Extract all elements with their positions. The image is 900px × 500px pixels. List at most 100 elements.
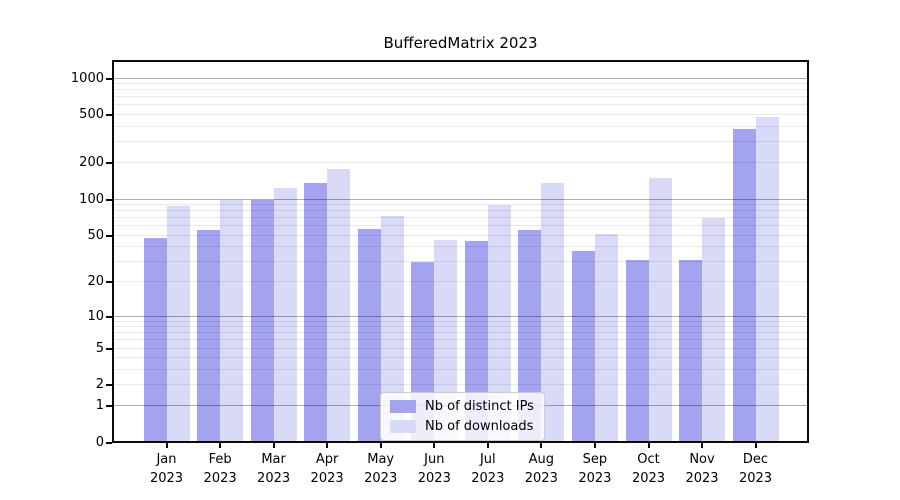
bar-sep-downloads: [594, 233, 618, 443]
x-tick-mark-apr: [326, 443, 329, 448]
y-tick-label-100: 100: [79, 191, 104, 207]
gridline-70: [112, 217, 809, 219]
legend-label-downloads: Nb of downloads: [425, 419, 534, 434]
x-tick-label-oct: Oct 2023: [631, 452, 666, 486]
x-tick-mark-jan: [165, 443, 168, 448]
gridline-700: [112, 96, 809, 98]
bar-dec-downloads: [755, 117, 779, 443]
gridline-900: [112, 83, 809, 85]
x-tick-label-jun: Jun 2023: [417, 452, 451, 486]
gridline-20: [112, 281, 809, 283]
gridline-300: [112, 140, 809, 142]
bar-aug-downloads: [541, 183, 565, 443]
x-tick-label-jan: Jan 2023: [149, 452, 184, 486]
gridline-500: [112, 114, 809, 115]
y-tick-label-20: 20: [87, 274, 104, 290]
legend-swatch-distinct-ips: [390, 400, 416, 413]
bar-feb-distinct-ips: [197, 229, 220, 443]
legend: Nb of distinct IPs Nb of downloads: [380, 392, 545, 441]
x-tick-mark-jul: [486, 443, 489, 448]
gridline-50: [112, 234, 809, 236]
y-tick-label-5: 5: [95, 340, 104, 356]
bar-dec-distinct-ips: [732, 128, 756, 443]
bar-apr-downloads: [327, 169, 351, 443]
x-tick-label-mar: Mar 2023: [257, 452, 291, 486]
y-tick-mark-100: [106, 198, 112, 201]
bar-may-downloads: [380, 215, 404, 443]
gridline-400: [112, 125, 809, 127]
x-tick-mark-mar: [272, 443, 275, 448]
gridline-1000: [112, 77, 809, 79]
x-tick-mark-may: [379, 443, 382, 448]
gridline-200: [112, 162, 809, 164]
plot-area: [112, 60, 809, 443]
bar-nov-distinct-ips: [679, 260, 702, 443]
y-tick-mark-20: [106, 281, 112, 284]
y-tick-label-10: 10: [87, 308, 104, 324]
bar-jan-downloads: [166, 205, 190, 443]
gridline-60: [112, 225, 809, 227]
y-tick-mark-200: [106, 162, 112, 165]
bar-may-distinct-ips: [357, 228, 381, 443]
x-tick-label-apr: Apr 2023: [310, 452, 344, 486]
gridline-2: [112, 384, 809, 385]
gridline-30: [112, 260, 809, 262]
y-tick-label-0: 0: [95, 435, 104, 450]
bar-sep-distinct-ips: [571, 251, 595, 443]
x-tick-label-may: May 2023: [364, 452, 398, 486]
y-tick-label-1: 1: [95, 398, 104, 414]
bar-mar-distinct-ips: [250, 199, 274, 443]
y-tick-mark-10: [106, 315, 112, 318]
bar-nov-downloads: [702, 218, 725, 443]
x-tick-label-aug: Aug 2023: [524, 452, 558, 486]
legend-row-distinct-ips: Nb of distinct IPs: [390, 399, 534, 414]
gridline-100: [112, 198, 809, 200]
y-tick-label-200: 200: [79, 155, 104, 171]
x-tick-mark-feb: [219, 443, 222, 448]
grid-layer: [112, 60, 809, 443]
bar-jul-downloads: [487, 205, 511, 443]
gridline-6: [112, 339, 809, 341]
x-tick-label-feb: Feb 2023: [203, 452, 237, 486]
x-tick-label-dec: Dec 2023: [738, 452, 773, 486]
bar-apr-distinct-ips: [304, 183, 328, 443]
y-tick-mark-0: [106, 442, 112, 444]
gridline-8: [112, 326, 809, 328]
gridline-600: [112, 104, 809, 106]
bar-mar-downloads: [273, 187, 297, 443]
bar-aug-distinct-ips: [518, 229, 542, 443]
gridline-800: [112, 89, 809, 91]
x-tick-mark-nov: [701, 443, 703, 448]
gridline-5: [112, 347, 809, 349]
y-tick-mark-50: [106, 234, 112, 237]
gridline-3: [112, 368, 809, 370]
y-tick-label-2: 2: [95, 377, 104, 392]
y-tick-mark-2: [106, 384, 112, 386]
x-tick-mark-sep: [593, 443, 596, 448]
y-tick-mark-1: [106, 405, 112, 408]
x-tick-label-jul: Jul 2023: [471, 452, 505, 486]
y-tick-label-1000: 1000: [70, 70, 104, 86]
gridline-90: [112, 204, 809, 205]
chart-title: BufferedMatrix 2023: [383, 34, 538, 52]
x-tick-mark-aug: [540, 443, 543, 448]
y-tick-mark-1000: [106, 77, 112, 80]
x-tick-label-sep: Sep 2023: [578, 452, 612, 486]
x-tick-mark-jun: [433, 443, 436, 448]
y-tick-label-500: 500: [79, 107, 104, 122]
bar-oct-distinct-ips: [625, 260, 649, 443]
legend-label-distinct-ips: Nb of distinct IPs: [425, 399, 534, 414]
gridline-40: [112, 246, 809, 248]
bar-oct-downloads: [648, 177, 672, 443]
y-tick-mark-500: [106, 114, 112, 116]
legend-row-downloads: Nb of downloads: [390, 419, 534, 434]
gridline-4: [112, 357, 809, 359]
gridline-80: [112, 210, 809, 212]
y-tick-label-50: 50: [87, 227, 104, 243]
bar-feb-downloads: [220, 199, 243, 443]
legend-swatch-downloads: [390, 420, 416, 433]
x-tick-label-nov: Nov 2023: [685, 452, 719, 486]
x-tick-mark-oct: [647, 443, 650, 448]
gridline-7: [112, 332, 809, 334]
